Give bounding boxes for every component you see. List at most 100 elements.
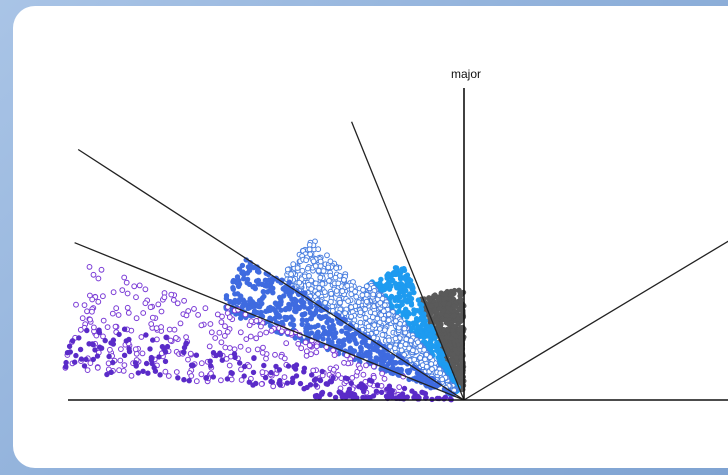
scatter-point <box>309 372 315 378</box>
scatter-point <box>230 286 237 292</box>
scatter-point <box>110 289 117 296</box>
scatter-point <box>404 368 411 374</box>
scatter-point <box>92 347 98 353</box>
scatter-point <box>241 373 247 379</box>
scatter-point <box>76 335 82 341</box>
scatter-point <box>380 316 387 322</box>
scatter-point <box>244 280 250 286</box>
scatter-point <box>329 308 336 314</box>
scatter-point <box>363 283 370 290</box>
scatter-point <box>69 338 76 344</box>
scatter-point <box>310 367 317 374</box>
scatter-point <box>360 353 367 359</box>
scatter-point <box>312 310 318 316</box>
scatter-point <box>116 331 122 338</box>
scatter-point <box>370 334 377 341</box>
scatter-point <box>328 298 334 305</box>
scatter-point <box>248 318 255 325</box>
scatter-point <box>150 337 156 343</box>
scatter-point <box>214 311 221 318</box>
scatter-point <box>167 337 174 344</box>
scatter-point <box>183 312 190 319</box>
scatter-point <box>403 336 410 343</box>
scatter-point <box>123 279 130 286</box>
scatter-point <box>268 369 274 376</box>
scatter-point <box>320 268 327 274</box>
scatter-point <box>195 312 202 318</box>
scatter-point <box>373 388 380 394</box>
scatter-point <box>290 317 296 323</box>
scatter-point <box>363 362 369 369</box>
scatter-point <box>363 298 370 305</box>
scatter-point <box>427 303 434 309</box>
scatter-point <box>170 297 177 303</box>
scatter-point <box>241 276 247 282</box>
scatter-point <box>453 333 459 340</box>
scatter-point <box>313 376 319 382</box>
scatter-point <box>136 282 143 289</box>
scatter-point <box>335 280 342 287</box>
scatter-point <box>344 283 351 289</box>
scatter-point <box>313 382 319 388</box>
scatter-point <box>292 366 299 372</box>
scatter-point <box>413 320 419 326</box>
scatter-point <box>404 278 411 285</box>
scatter-point <box>278 328 285 335</box>
scatter-point <box>357 365 363 372</box>
scatter-point <box>401 385 408 392</box>
scatter-point <box>96 344 103 350</box>
scatter-point <box>442 317 448 323</box>
scatter-point <box>131 283 138 290</box>
scatter-point <box>396 272 403 278</box>
scatter-point <box>232 299 238 306</box>
scatter-point <box>345 298 352 305</box>
scatter-point <box>198 371 205 378</box>
scatter-point <box>382 327 388 334</box>
scatter-point <box>447 321 453 327</box>
scatter-point <box>337 299 343 306</box>
scatter-point <box>378 351 384 357</box>
scatter-point <box>90 356 97 363</box>
scatter-point <box>259 349 266 356</box>
scatter-point <box>392 280 398 287</box>
scatter-point <box>171 326 178 333</box>
scatter-point <box>327 258 334 265</box>
scatter-point <box>434 319 440 326</box>
scatter-point <box>89 296 96 303</box>
scatter-point <box>84 367 91 374</box>
scatter-point <box>304 265 311 272</box>
scatter-point <box>188 362 195 368</box>
scatter-point <box>423 363 430 370</box>
scatter-point <box>312 333 319 340</box>
scatter-point <box>207 321 214 327</box>
scatter-point <box>109 310 116 317</box>
scatter-point <box>198 360 205 367</box>
scatter-point <box>116 367 122 374</box>
scatter-point <box>435 296 442 302</box>
scatter-point <box>206 343 213 350</box>
scatter-point <box>397 321 403 327</box>
scatter-point <box>445 347 451 354</box>
scatter-point <box>359 385 365 391</box>
scatter-point <box>124 290 131 297</box>
scatter-point <box>147 304 154 311</box>
scatter-point <box>120 368 127 374</box>
scatter-point <box>362 306 369 313</box>
scatter-point <box>139 350 146 357</box>
scatter-point <box>121 362 128 369</box>
scatter-point <box>398 281 404 287</box>
scatter-point <box>78 356 85 362</box>
scatter-point <box>353 293 360 300</box>
scatter-point <box>401 309 407 315</box>
scatter-point <box>175 375 181 381</box>
scatter-point <box>90 271 97 278</box>
scatter-point <box>221 333 228 339</box>
scatter-point <box>312 263 319 269</box>
scatter-point <box>382 302 388 309</box>
scatter-point <box>202 305 209 312</box>
scatter-point <box>454 365 461 371</box>
scatter-point <box>142 300 149 307</box>
scatter-point <box>315 291 322 297</box>
scatter-point <box>281 374 288 381</box>
scatter-point <box>246 267 253 273</box>
